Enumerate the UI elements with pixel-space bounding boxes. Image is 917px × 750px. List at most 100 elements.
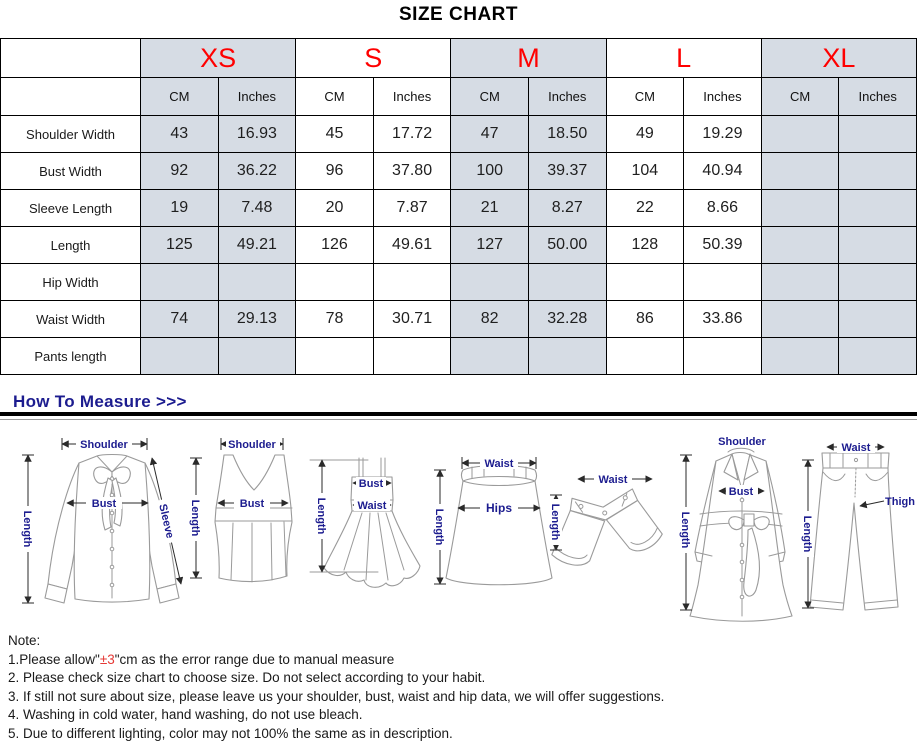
tank-length-label: Length: [189, 500, 201, 537]
unit-header-cm: CM: [760, 77, 840, 116]
dress-bust-label: Bust: [359, 478, 384, 490]
value-cell: [838, 263, 917, 301]
value-cell: 86: [605, 300, 685, 338]
value-cell: 40.94: [683, 152, 762, 190]
value-cell: 49.21: [217, 226, 297, 264]
row-label: Bust Width: [0, 152, 141, 190]
value-cell: [760, 189, 840, 227]
value-cell: [760, 337, 840, 375]
value-cell: 45: [295, 115, 374, 153]
row-label: Hip Width: [0, 263, 141, 301]
figure-coat: Shoulder Length Bust: [679, 435, 793, 622]
unit-header-cm: CM: [450, 77, 529, 116]
figure-dress: Length Bust Waist: [309, 457, 421, 588]
divider-line-shadow: [0, 419, 917, 420]
how-to-measure-heading: How To Measure >>>: [13, 392, 187, 411]
value-cell: [450, 263, 529, 301]
skirt-hips-label: Hips: [486, 501, 512, 515]
note-line-1: 1.Please allow"±3"cm as the error range …: [8, 651, 395, 667]
value-cell: [140, 337, 219, 375]
notes-section: Note: 1.Please allow"±3"cm as the error …: [8, 632, 664, 743]
value-cell: [450, 337, 529, 375]
dress-waist-label: Waist: [358, 500, 387, 512]
figure-pants: Waist Length Thigh: [801, 441, 915, 611]
pants-thigh-label: Thigh: [885, 496, 915, 508]
figure-shorts: Waist Length: [549, 473, 663, 566]
skirt-waist-label: Waist: [485, 458, 514, 470]
unit-header-inches: Inches: [217, 77, 297, 116]
value-cell: [838, 226, 917, 264]
value-cell: 19: [140, 189, 219, 227]
value-cell: [295, 263, 374, 301]
value-cell: 127: [450, 226, 529, 264]
note-line-5: 5. Due to different lighting, color may …: [8, 725, 453, 741]
row-label: Shoulder Width: [0, 115, 141, 153]
value-cell: 50.39: [683, 226, 762, 264]
value-cell: [527, 337, 607, 375]
value-cell: [372, 337, 452, 375]
size-header-m: M: [450, 38, 607, 78]
notes-heading: Note:: [8, 633, 41, 648]
value-cell: 125: [140, 226, 219, 264]
shorts-waist-label: Waist: [599, 474, 628, 486]
value-cell: 104: [605, 152, 685, 190]
value-cell: [760, 226, 840, 264]
value-cell: [760, 263, 840, 301]
value-cell: [760, 152, 840, 190]
value-cell: 49: [605, 115, 685, 153]
unit-header-cm: CM: [605, 77, 685, 116]
row-label: Pants length: [0, 337, 141, 375]
unit-header-inches: Inches: [527, 77, 607, 116]
value-cell: 100: [450, 152, 529, 190]
row-label: Waist Width: [0, 300, 141, 338]
note-line-3: 3. If still not sure about size, please …: [8, 688, 665, 704]
value-cell: 36.22: [217, 152, 297, 190]
tank-shoulder-label: Shoulder: [228, 439, 276, 451]
row-label: Sleeve Length: [0, 189, 141, 227]
coat-length-label: Length: [679, 512, 691, 549]
value-cell: 8.27: [527, 189, 607, 227]
note-line-2: 2. Please check size chart to choose siz…: [8, 670, 486, 685]
figure-blouse: Shoulder Length Bust Sleeve: [21, 438, 184, 604]
value-cell: 78: [295, 300, 374, 338]
value-cell: 43: [140, 115, 219, 153]
size-header-xs: XS: [139, 38, 297, 78]
value-cell: 21: [450, 189, 529, 227]
value-cell: 92: [140, 152, 219, 190]
coat-shoulder-label: Shoulder: [718, 436, 766, 448]
value-cell: [683, 263, 762, 301]
divider-line: [0, 412, 917, 416]
value-cell: 16.93: [217, 115, 297, 153]
value-cell: 17.72: [372, 115, 452, 153]
row-label: Length: [0, 226, 141, 264]
corner-cell: [0, 38, 141, 78]
value-cell: [527, 263, 607, 301]
value-cell: [605, 337, 685, 375]
value-cell: [838, 152, 917, 190]
unit-header-inches: Inches: [372, 77, 452, 116]
page-title: SIZE CHART: [399, 4, 518, 25]
note-line-4: 4. Washing in cold water, hand washing, …: [8, 707, 363, 722]
blouse-bust-label: Bust: [92, 498, 117, 510]
value-cell: 18.50: [527, 115, 607, 153]
value-cell: 7.87: [372, 189, 452, 227]
value-cell: [838, 337, 917, 375]
value-cell: 37.80: [372, 152, 452, 190]
value-cell: [760, 115, 840, 153]
value-cell: 30.71: [372, 300, 452, 338]
unit-header-inches: Inches: [683, 77, 762, 116]
size-header-xl: XL: [760, 38, 917, 78]
pants-length-label: Length: [801, 516, 813, 553]
unit-header-cm: CM: [140, 77, 219, 116]
value-cell: [217, 337, 297, 375]
value-cell: 50.00: [527, 226, 607, 264]
tank-bust-label: Bust: [240, 498, 265, 510]
size-table: XS S M L XL CM Inches CM Inches CM Inches CM Inches C…: [0, 38, 917, 375]
value-cell: [683, 337, 762, 375]
blouse-length-label: Length: [21, 511, 33, 548]
value-cell: 74: [140, 300, 219, 338]
value-cell: [140, 263, 219, 301]
value-cell: 29.13: [217, 300, 297, 338]
value-cell: [838, 300, 917, 338]
